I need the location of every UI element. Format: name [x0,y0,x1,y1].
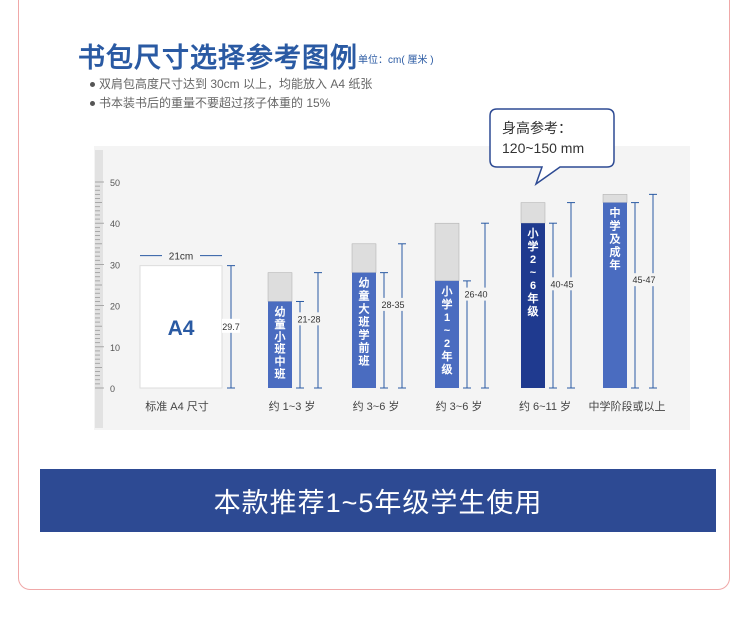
bar-cap [520,202,546,224]
a4-height-label-bg [222,318,240,333]
notes-list: 双肩包高度尺寸达到 30cm 以上，均能放入 A4 纸张 书本装书后的重量不要超… [90,75,372,113]
bar [435,280,459,388]
a4-height-label: 29.7 [222,322,240,332]
bar-label-char: 级 [441,362,454,376]
a4-label: A4 [168,317,195,340]
a4-sheet [139,265,223,389]
bar-label-char: 班 [359,354,370,368]
bar-cap [602,194,628,203]
bar-label-char: 班 [275,367,286,381]
note-item: 书本装书后的重量不要超过孩子体重的 15% [90,94,372,113]
a4-caption: 标准 A4 尺寸 [145,399,209,413]
speech-bubble [489,108,615,186]
bar-label-char: 2 [530,254,536,266]
note-item: 双肩包高度尺寸达到 30cm 以上，均能放入 A4 纸张 [90,75,372,94]
bar-cap [267,272,293,302]
bar-label-char: 小 [274,329,286,343]
range-label: 26-40 [464,290,487,300]
bar-label-char: 学 [610,219,621,233]
bar-label-char: 小 [527,226,539,240]
bar-label-char: 班 [275,342,286,356]
range-label: 21-28 [297,314,320,324]
range-label-bg [380,297,406,311]
bar-label-char: 年 [610,258,621,272]
bar-cap [434,222,460,282]
bar [268,301,292,388]
recommendation-banner: 本款推荐1~5年级学生使用 [40,469,716,532]
range-label: 40-45 [550,279,573,289]
bar [352,272,376,388]
bar-label-char: 级 [527,304,540,318]
height-reference-bubble: 身高参考： 120~150 mm [502,118,584,158]
bar-label-char: 童 [359,289,370,303]
bar-label-char: 1 [444,312,450,324]
range-label: 45-47 [632,275,655,285]
bar-caption: 约 3~6 岁 [353,399,400,413]
bar-label-char: 小 [441,284,453,298]
y-tick-label: 30 [110,260,120,270]
a4-width-label: 21cm [169,252,193,263]
bubble-line-1: 身高参考： [502,120,572,136]
bar-caption: 约 1~3 岁 [269,399,316,413]
bar-label-char: 及 [610,233,622,246]
bar-label-char: 中 [610,206,621,220]
bar-caption: 中学阶段或以上 [589,399,666,413]
bar-label-char: ~ [530,267,537,279]
range-label: 28-35 [381,300,404,310]
range-label-bg [463,287,489,301]
bubble-line-2: 120~150 mm [502,140,585,156]
bar-label-char: ~ [444,325,451,337]
bullet-icon [90,82,95,88]
bar-label-char: 学 [359,328,370,342]
bar [521,223,545,388]
bar-label-char: 2 [444,338,450,350]
bar-label-char: 童 [275,317,286,331]
bar-label-char: 学 [442,297,453,311]
y-tick-label: 50 [110,178,120,188]
bar-label-char: 班 [359,315,370,329]
unit-label: 单位：cm( 厘米 ) [358,55,434,66]
bar-caption: 约 6~11 岁 [519,399,571,413]
bar-label-char: 6 [530,280,536,292]
y-tick-label: 20 [110,302,120,312]
range-label-bg [296,312,322,326]
bar-label-char: 学 [528,239,539,253]
y-tick-label: 10 [110,343,120,353]
range-label-bg [549,277,575,291]
bar-label-char: 幼 [275,304,286,318]
bullet-icon [90,101,95,107]
bar-label-char: 前 [359,341,370,355]
bar-label-char: 年 [528,291,539,305]
bar-label-char: 成 [610,245,621,259]
y-tick-label: 40 [110,219,120,229]
bar [603,202,627,388]
page-title: 书包尺寸选择参考图例 [78,43,358,73]
y-tick-label: 0 [110,384,115,394]
bar-label-char: 大 [359,302,370,316]
bar-label-char: 幼 [359,276,370,290]
bar-cap [351,243,377,273]
bar-label-char: 年 [442,349,453,363]
bar-label-char: 中 [275,354,286,368]
range-label-bg [631,273,657,287]
bar-caption: 约 3~6 岁 [436,399,483,413]
